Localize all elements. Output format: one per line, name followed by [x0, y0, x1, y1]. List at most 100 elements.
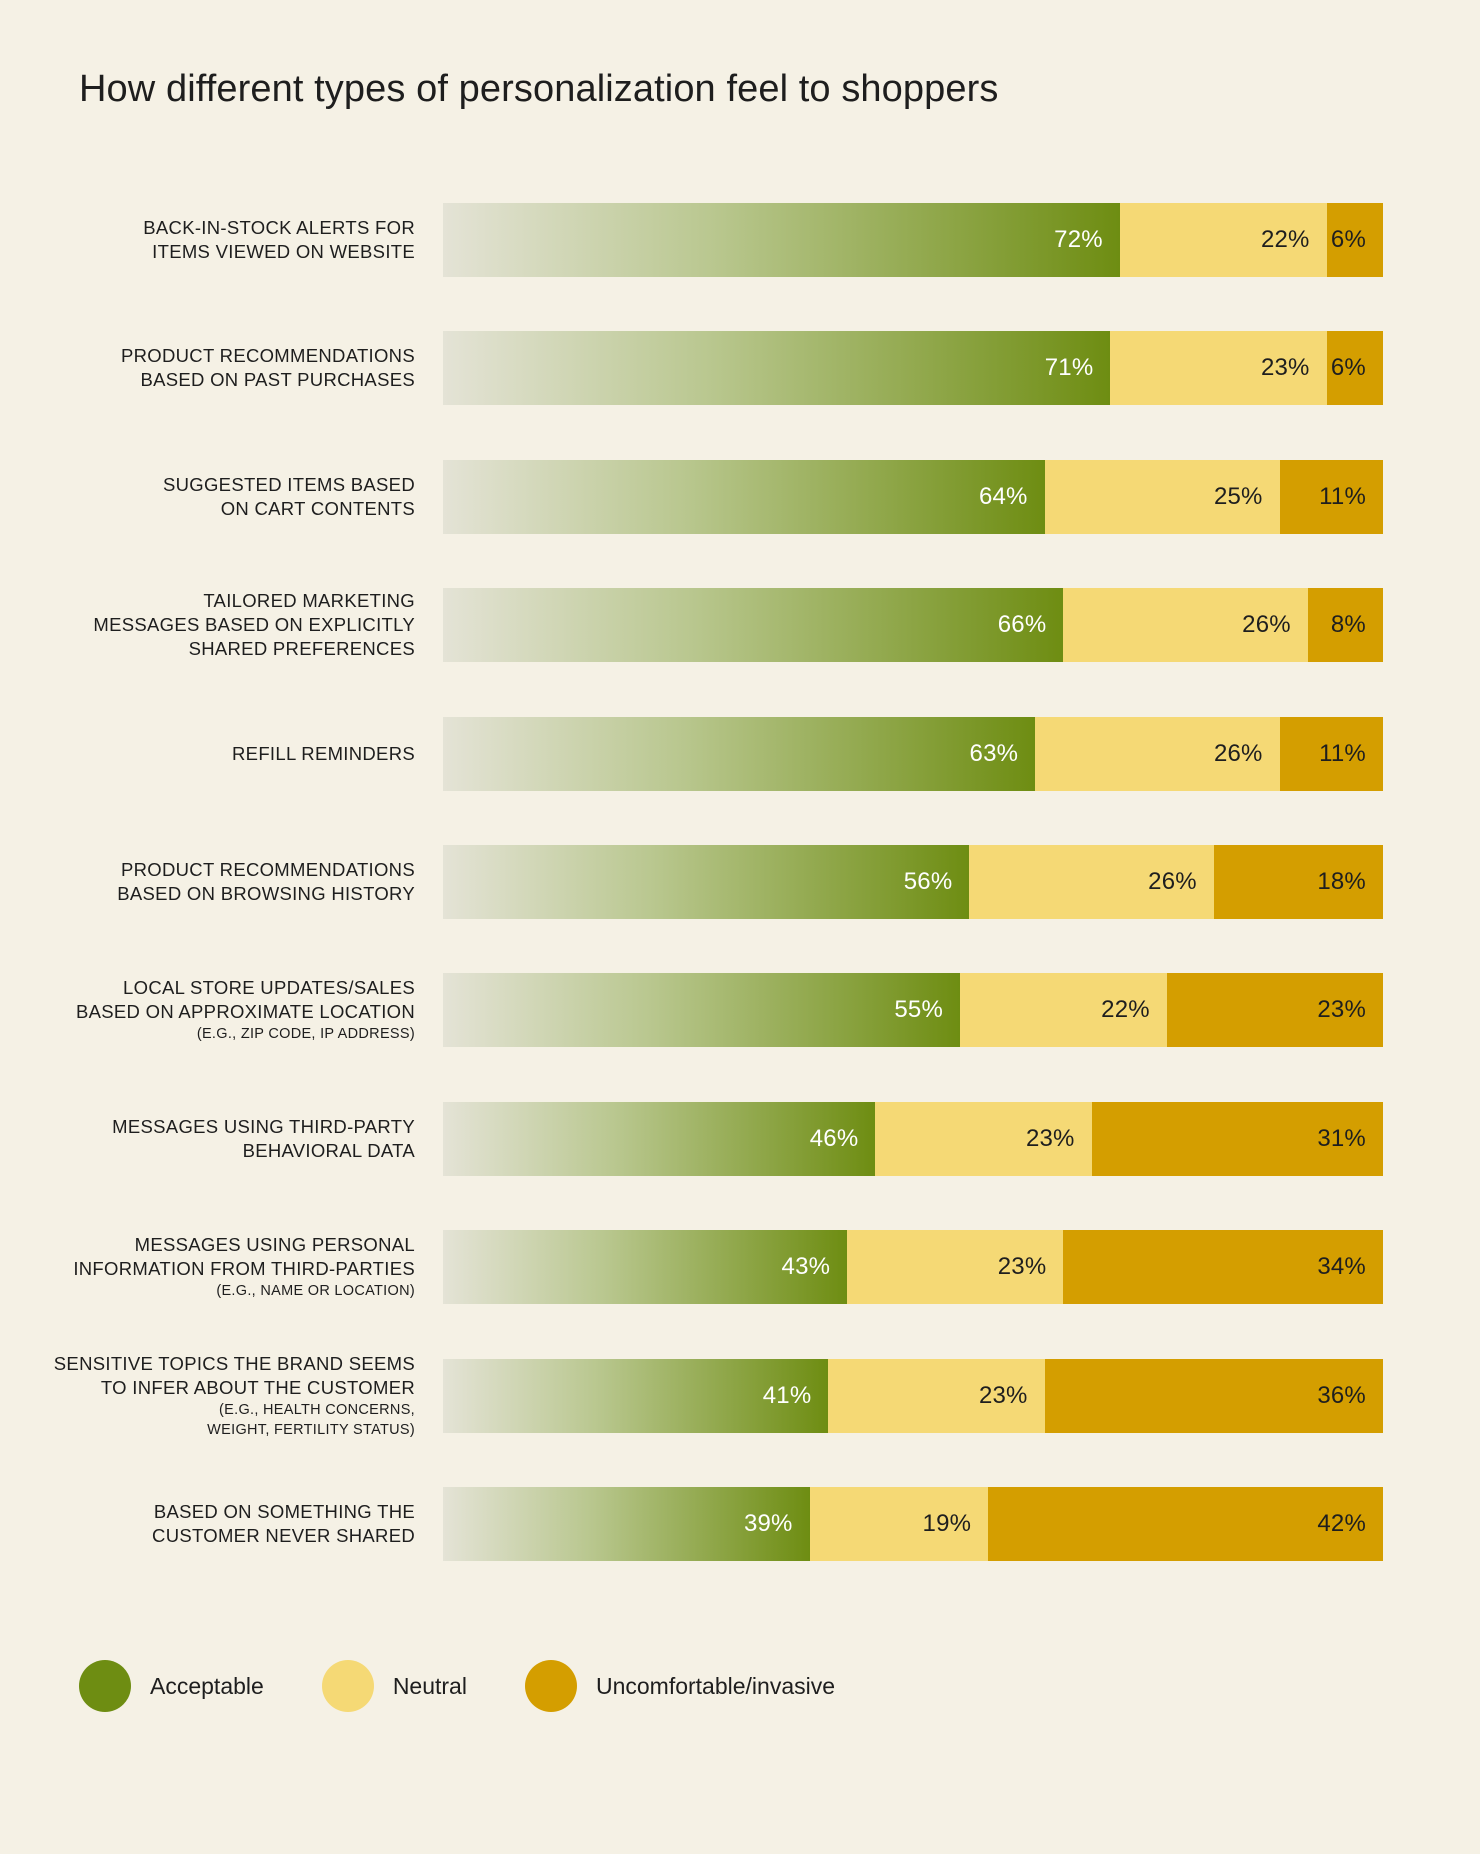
- bar-row: Product recommendations based on browsing…: [0, 844, 1480, 919]
- category-label-line: shared preferences: [188, 638, 415, 660]
- category-label-line: messages based on explicitly: [93, 614, 415, 636]
- data-label: 26%: [1213, 739, 1263, 767]
- bar-segment-unc: 6%: [1326, 331, 1383, 406]
- bar-segment-acc: 39%: [443, 1486, 810, 1561]
- stacked-bar: 72% 22% 6%: [443, 203, 1383, 277]
- stacked-bar: 63% 26% 11%: [443, 716, 1383, 791]
- category-label-line: Suggested items based: [163, 473, 415, 495]
- data-label: 42%: [1317, 1509, 1366, 1537]
- bar-row: Sensitive topics the brand seems to infer…: [0, 1353, 1480, 1438]
- bar-segment-neu: 26%: [969, 844, 1214, 919]
- stacked-bar: 41% 23% 36%: [443, 1358, 1383, 1433]
- bar-segment-unc: 8%: [1307, 588, 1383, 663]
- bar-segment-neu: 25%: [1044, 459, 1280, 534]
- category-label: Back-in-stock alerts for items viewed on …: [0, 216, 415, 264]
- data-label: 11%: [1319, 482, 1366, 510]
- category-label-line: information from third-parties: [73, 1258, 415, 1280]
- data-label: 22%: [1260, 226, 1310, 253]
- legend-swatch: [321, 1660, 374, 1712]
- data-label: 25%: [1213, 482, 1263, 510]
- category-label-line: on cart contents: [220, 497, 415, 519]
- category-label-line: based on browsing history: [117, 882, 415, 904]
- legend-label: Uncomfortable/invasive: [595, 1672, 836, 1699]
- bar-segment-neu: 23%: [828, 1358, 1045, 1433]
- category-label-note: (e.g., health concerns,: [219, 1401, 415, 1418]
- data-label: 41%: [762, 1381, 812, 1409]
- bar-row: Local store updates/sales based on approx…: [0, 973, 1480, 1048]
- category-label: Suggested items based on cart contents: [0, 473, 415, 521]
- bar-row: Messages using third-party behavioral dat…: [0, 1101, 1480, 1176]
- bar-segment-acc: 46%: [443, 1101, 876, 1176]
- data-label: 23%: [1260, 354, 1310, 382]
- data-label: 6%: [1330, 226, 1366, 253]
- legend-item: Neutral: [321, 1660, 467, 1712]
- bar-segment-acc: 71%: [443, 331, 1111, 406]
- data-label: 72%: [1054, 226, 1103, 253]
- bar-segment-neu: 22%: [1119, 203, 1327, 277]
- category-label-line: Refill reminders: [232, 742, 415, 764]
- bar-segment-neu: 26%: [1063, 588, 1308, 663]
- bar-segment-unc: 23%: [1166, 973, 1383, 1048]
- bar-segment-unc: 11%: [1279, 459, 1383, 534]
- category-label: Tailored marketing messages based on expl…: [0, 589, 415, 661]
- bar-segment-acc: 43%: [443, 1230, 848, 1305]
- data-label: 34%: [1317, 1253, 1366, 1281]
- data-label: 66%: [997, 611, 1047, 639]
- category-label-line: to infer about the customer: [100, 1376, 415, 1398]
- data-label: 22%: [1101, 996, 1150, 1024]
- category-label: Based on something the customer never sha…: [0, 1500, 415, 1548]
- category-label-line: based on approximate location: [75, 1001, 415, 1023]
- stacked-bar: 55% 22% 23%: [443, 973, 1383, 1048]
- legend-label: Neutral: [392, 1672, 467, 1699]
- bar-segment-unc: 42%: [988, 1486, 1383, 1561]
- data-label: 71%: [1044, 354, 1094, 382]
- bar-segment-unc: 34%: [1063, 1230, 1383, 1305]
- category-label-line: Based on something the: [153, 1500, 415, 1522]
- category-label-line: Sensitive topics the brand seems: [53, 1352, 415, 1374]
- bar-row: Tailored marketing messages based on expl…: [0, 588, 1480, 663]
- legend-swatch: [79, 1660, 131, 1712]
- stacked-bar: 39% 19% 42%: [443, 1486, 1383, 1561]
- data-label: 55%: [894, 996, 943, 1024]
- bar-segment-acc: 72%: [443, 203, 1120, 277]
- category-label-line: behavioral data: [242, 1139, 415, 1161]
- category-label-line: Tailored marketing: [203, 590, 415, 612]
- stacked-bar: 64% 25% 11%: [443, 459, 1383, 534]
- category-label-line: Messages using third-party: [112, 1115, 415, 1137]
- bar-segment-neu: 23%: [875, 1101, 1092, 1176]
- data-label: 39%: [743, 1509, 793, 1537]
- category-label-line: Back-in-stock alerts for: [143, 217, 415, 238]
- category-label-line: Product recommendations: [120, 345, 415, 367]
- category-label-line: Local store updates/sales: [123, 977, 415, 999]
- bar-row: Based on something the customer never sha…: [0, 1486, 1480, 1561]
- bar-segment-unc: 31%: [1091, 1101, 1383, 1176]
- data-label: 26%: [1148, 867, 1197, 895]
- bar-segment-acc: 66%: [443, 588, 1064, 663]
- category-label: Sensitive topics the brand seems to infer…: [0, 1352, 415, 1440]
- bar-segment-unc: 36%: [1044, 1358, 1383, 1433]
- bar-segment-neu: 19%: [809, 1486, 989, 1561]
- category-label-line: based on past purchases: [140, 369, 415, 391]
- data-label: 23%: [997, 1253, 1047, 1281]
- category-label-note: weight, fertility status): [207, 1421, 415, 1438]
- stacked-bar: 71% 23% 6%: [443, 331, 1383, 406]
- category-label-line: Product recommendations: [120, 858, 415, 880]
- data-label: 56%: [903, 867, 953, 895]
- bar-segment-unc: 18%: [1213, 844, 1383, 919]
- category-label: Messages using personal information from …: [0, 1233, 415, 1301]
- legend-swatch: [524, 1660, 577, 1712]
- data-label: 6%: [1330, 354, 1366, 382]
- category-label-line: items viewed on website: [152, 241, 415, 262]
- bar-row: Suggested items based on cart contents 64%…: [0, 459, 1480, 534]
- data-label: 18%: [1317, 867, 1366, 895]
- bar-segment-neu: 26%: [1035, 716, 1280, 791]
- category-label: Local store updates/sales based on approx…: [0, 976, 415, 1044]
- category-label-line: customer never shared: [152, 1524, 415, 1546]
- data-label: 43%: [781, 1253, 831, 1281]
- bar-row: Messages using personal information from …: [0, 1230, 1480, 1305]
- data-label: 64%: [978, 482, 1028, 510]
- bar-segment-acc: 56%: [443, 844, 970, 919]
- data-label: 46%: [809, 1124, 859, 1152]
- legend-item: Uncomfortable/invasive: [524, 1660, 836, 1712]
- bar-row: Back-in-stock alerts for items viewed on …: [0, 203, 1480, 277]
